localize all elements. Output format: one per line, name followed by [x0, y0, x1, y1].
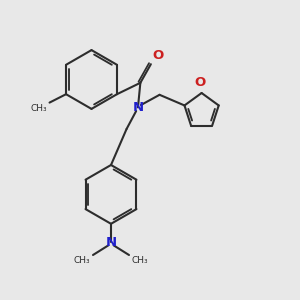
Text: N: N: [105, 236, 117, 249]
Text: O: O: [152, 50, 163, 62]
Text: CH₃: CH₃: [31, 104, 47, 113]
Text: CH₃: CH₃: [131, 256, 148, 265]
Text: N: N: [132, 101, 143, 114]
Text: CH₃: CH₃: [74, 256, 91, 265]
Text: O: O: [195, 76, 206, 89]
